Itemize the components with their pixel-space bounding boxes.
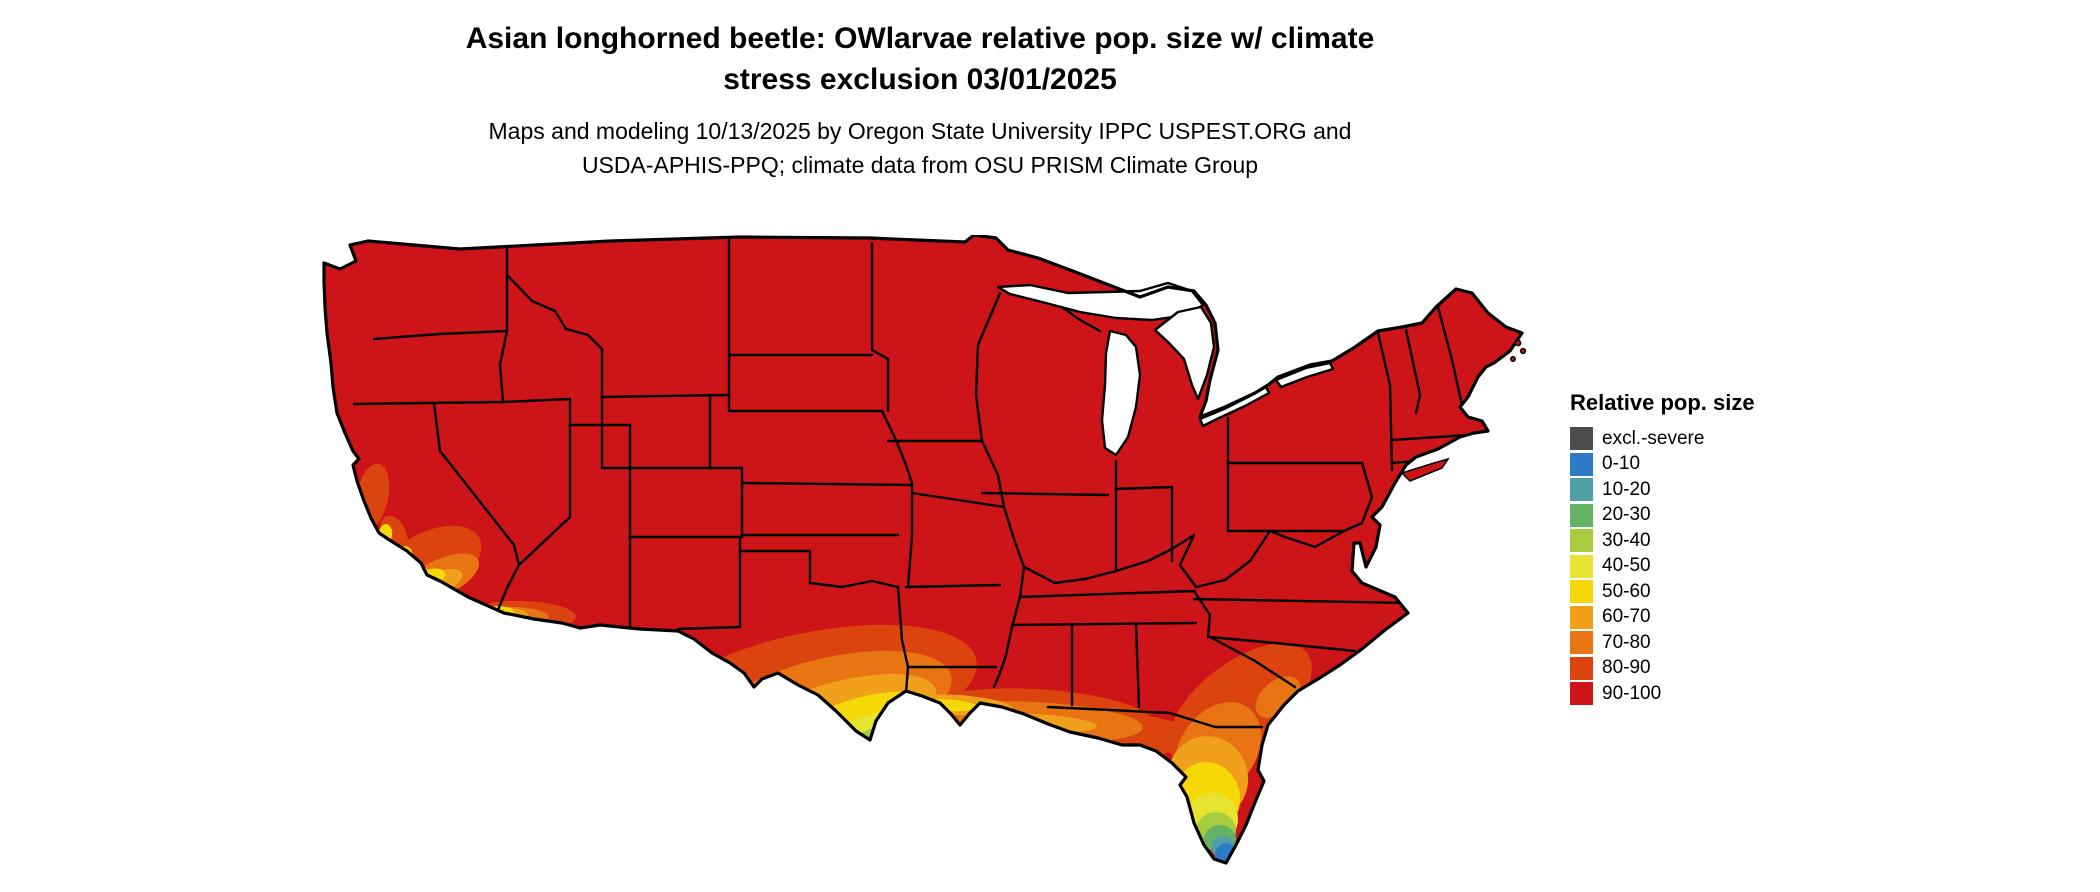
figure-title-line1: Asian longhorned beetle: OWlarvae relati… [465, 22, 1375, 55]
legend-swatch-70-80 [1570, 631, 1593, 655]
legend-swatch-90-100 [1570, 682, 1593, 706]
maine-island [1519, 347, 1527, 355]
legend-swatch-50-60 [1570, 580, 1593, 604]
legend-row: excl.-severe [1570, 426, 1755, 452]
legend-row: 50-60 [1570, 579, 1755, 605]
choropleth-fills [324, 235, 1522, 863]
legend-swatch-60-70 [1570, 605, 1593, 629]
figure-subtitle: Maps and modeling 10/13/2025 by Oregon S… [285, 114, 1555, 182]
legend-label-0-10: 0-10 [1602, 453, 1641, 475]
legend-label-60-70: 60-70 [1602, 606, 1651, 628]
legend-label-70-80: 70-80 [1602, 631, 1651, 653]
lake-huron [1153, 305, 1216, 401]
legend-title: Relative pop. size [1570, 390, 1755, 415]
legend-row: 70-80 [1570, 630, 1755, 656]
region-90-100 [324, 235, 1522, 863]
legend-label-10-20: 10-20 [1602, 478, 1651, 500]
legend-label-50-60: 50-60 [1602, 580, 1651, 602]
legend-swatch-30-40 [1570, 529, 1593, 553]
legend-label-30-40: 30-40 [1602, 529, 1651, 551]
long-island [1400, 457, 1450, 482]
legend-swatch-excl-severe [1570, 427, 1593, 451]
legend-row: 90-100 [1570, 681, 1755, 707]
legend-label-80-90: 80-90 [1602, 657, 1651, 679]
legend-row: 10-20 [1570, 477, 1755, 503]
legend-label-excl-severe: excl.-severe [1602, 427, 1705, 449]
legend-row: 40-50 [1570, 554, 1755, 580]
legend-row: 80-90 [1570, 656, 1755, 682]
figure-subtitle-line1: Maps and modeling 10/13/2025 by Oregon S… [488, 118, 1352, 144]
legend-row: 60-70 [1570, 605, 1755, 631]
figure-title: Asian longhorned beetle: OWlarvae relati… [285, 18, 1555, 100]
maine-island [1514, 339, 1522, 347]
legend-row: 30-40 [1570, 528, 1755, 554]
legend-swatch-20-30 [1570, 503, 1593, 527]
legend-row: 20-30 [1570, 503, 1755, 529]
maine-island [1510, 356, 1516, 362]
figure-subtitle-line2: USDA-APHIS-PPQ; climate data from OSU PR… [581, 152, 1259, 178]
state-borders [352, 238, 1470, 729]
legend-label-40-50: 40-50 [1602, 555, 1651, 577]
legend-row: 0-10 [1570, 452, 1755, 478]
legend-swatch-40-50 [1570, 554, 1593, 578]
legend-swatch-0-10 [1570, 452, 1593, 476]
legend-label-20-30: 20-30 [1602, 504, 1651, 526]
figure-header: Asian longhorned beetle: OWlarvae relati… [285, 18, 1555, 182]
figure-title-line2: stress exclusion 03/01/2025 [723, 63, 1117, 96]
coastal-islands [1400, 339, 1527, 482]
lake-michigan [1100, 329, 1142, 457]
us-map-svg [322, 235, 1527, 865]
us-map [310, 235, 1530, 865]
legend-label-90-100: 90-100 [1602, 682, 1662, 704]
legend-swatch-80-90 [1570, 656, 1593, 680]
legend-swatch-10-20 [1570, 478, 1593, 502]
legend: Relative pop. size excl.-severe 0-10 10-… [1570, 390, 1755, 707]
